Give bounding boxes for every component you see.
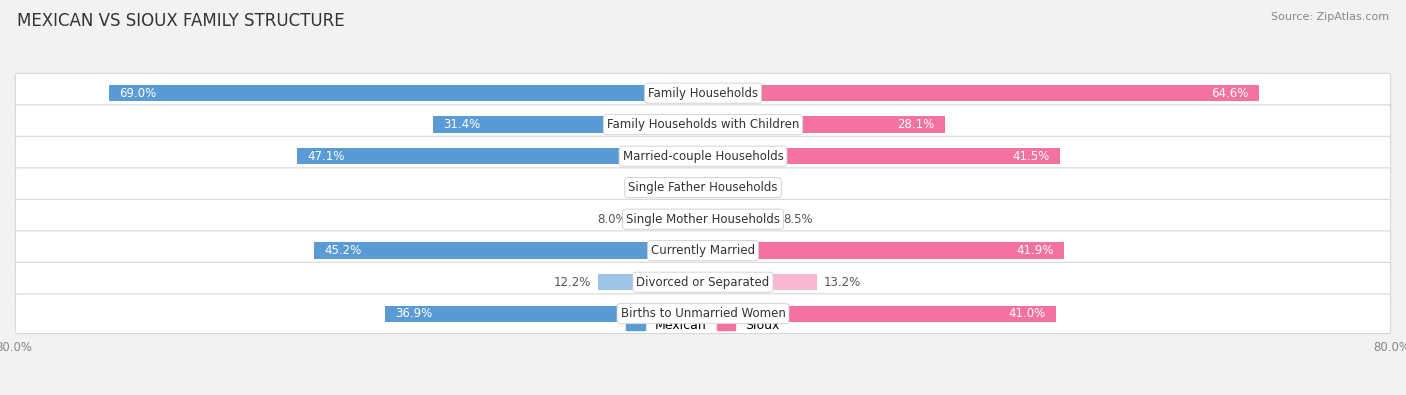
Text: Births to Unmarried Women: Births to Unmarried Women xyxy=(620,307,786,320)
FancyBboxPatch shape xyxy=(15,262,1391,302)
Text: 8.5%: 8.5% xyxy=(783,213,813,226)
Text: Source: ZipAtlas.com: Source: ZipAtlas.com xyxy=(1271,12,1389,22)
Text: 41.9%: 41.9% xyxy=(1017,244,1053,257)
Bar xyxy=(298,148,703,164)
Text: Single Father Households: Single Father Households xyxy=(628,181,778,194)
Text: Single Mother Households: Single Mother Households xyxy=(626,213,780,226)
Text: 3.3%: 3.3% xyxy=(738,181,768,194)
Bar xyxy=(314,243,703,259)
FancyBboxPatch shape xyxy=(15,136,1391,176)
Text: 64.6%: 64.6% xyxy=(1212,87,1249,100)
FancyBboxPatch shape xyxy=(15,105,1391,145)
Text: Currently Married: Currently Married xyxy=(651,244,755,257)
Bar xyxy=(703,211,776,228)
Bar xyxy=(703,274,817,290)
Bar xyxy=(433,117,703,133)
Text: 31.4%: 31.4% xyxy=(443,118,481,131)
Bar xyxy=(634,211,703,228)
Text: Divorced or Separated: Divorced or Separated xyxy=(637,276,769,289)
FancyBboxPatch shape xyxy=(15,168,1391,207)
Bar xyxy=(703,243,1064,259)
Text: 13.2%: 13.2% xyxy=(824,276,860,289)
Text: 12.2%: 12.2% xyxy=(554,276,591,289)
Bar xyxy=(385,305,703,322)
Bar xyxy=(703,305,1056,322)
Text: 8.0%: 8.0% xyxy=(598,213,627,226)
FancyBboxPatch shape xyxy=(15,199,1391,239)
Bar xyxy=(703,117,945,133)
Text: 41.0%: 41.0% xyxy=(1008,307,1046,320)
Text: 41.5%: 41.5% xyxy=(1012,150,1050,163)
Text: 69.0%: 69.0% xyxy=(120,87,156,100)
Bar xyxy=(678,179,703,196)
FancyBboxPatch shape xyxy=(15,231,1391,271)
Text: 36.9%: 36.9% xyxy=(395,307,433,320)
Bar xyxy=(108,85,703,102)
Text: MEXICAN VS SIOUX FAMILY STRUCTURE: MEXICAN VS SIOUX FAMILY STRUCTURE xyxy=(17,12,344,30)
Text: Married-couple Households: Married-couple Households xyxy=(623,150,783,163)
Bar xyxy=(598,274,703,290)
Bar xyxy=(703,85,1260,102)
Bar xyxy=(703,148,1060,164)
Legend: Mexican, Sioux: Mexican, Sioux xyxy=(626,319,780,332)
FancyBboxPatch shape xyxy=(15,73,1391,113)
Text: Family Households with Children: Family Households with Children xyxy=(607,118,799,131)
Text: Family Households: Family Households xyxy=(648,87,758,100)
Text: 3.0%: 3.0% xyxy=(641,181,671,194)
Text: 28.1%: 28.1% xyxy=(897,118,935,131)
Text: 47.1%: 47.1% xyxy=(308,150,344,163)
Bar xyxy=(703,179,731,196)
Text: 45.2%: 45.2% xyxy=(323,244,361,257)
FancyBboxPatch shape xyxy=(15,294,1391,333)
